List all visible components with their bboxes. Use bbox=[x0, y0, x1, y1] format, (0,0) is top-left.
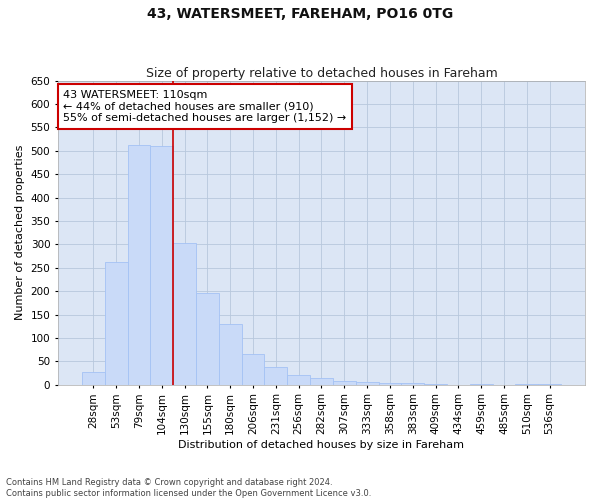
Bar bbox=[219, 324, 242, 384]
Bar bbox=[356, 382, 379, 384]
Text: Contains HM Land Registry data © Crown copyright and database right 2024.
Contai: Contains HM Land Registry data © Crown c… bbox=[6, 478, 371, 498]
Text: 43, WATERSMEET, FAREHAM, PO16 0TG: 43, WATERSMEET, FAREHAM, PO16 0TG bbox=[147, 8, 453, 22]
Bar bbox=[333, 381, 356, 384]
Bar bbox=[265, 367, 287, 384]
Bar bbox=[105, 262, 128, 384]
Bar bbox=[128, 145, 151, 384]
Bar bbox=[242, 354, 265, 384]
X-axis label: Distribution of detached houses by size in Fareham: Distribution of detached houses by size … bbox=[178, 440, 464, 450]
Bar bbox=[173, 244, 196, 384]
Text: 43 WATERSMEET: 110sqm
← 44% of detached houses are smaller (910)
55% of semi-det: 43 WATERSMEET: 110sqm ← 44% of detached … bbox=[63, 90, 346, 123]
Bar bbox=[151, 146, 173, 384]
Title: Size of property relative to detached houses in Fareham: Size of property relative to detached ho… bbox=[146, 66, 497, 80]
Bar bbox=[287, 375, 310, 384]
Bar bbox=[310, 378, 333, 384]
Bar bbox=[196, 292, 219, 384]
Bar bbox=[82, 372, 105, 384]
Y-axis label: Number of detached properties: Number of detached properties bbox=[15, 145, 25, 320]
